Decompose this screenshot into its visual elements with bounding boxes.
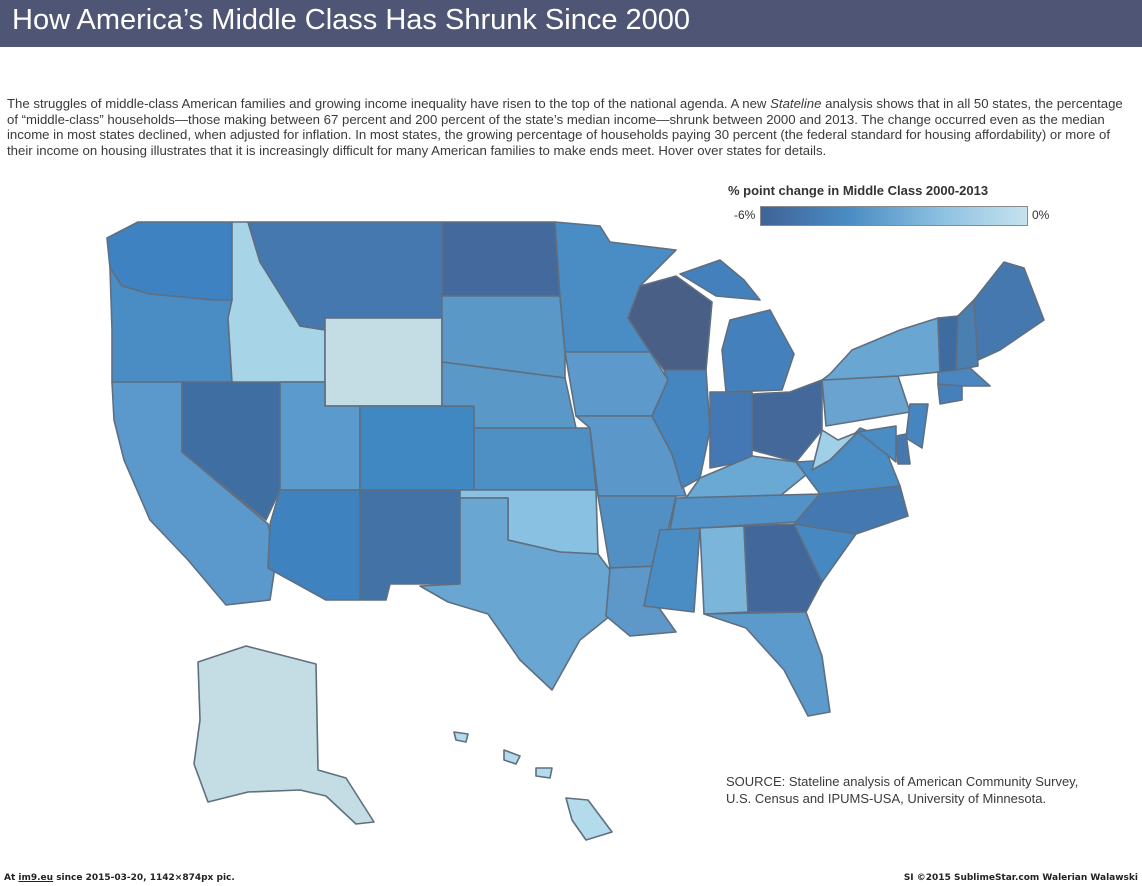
state-MD[interactable] — [857, 425, 897, 463]
state-KS[interactable] — [473, 427, 597, 491]
footer-prefix: At — [4, 873, 19, 883]
state-ME[interactable] — [973, 261, 1045, 361]
state-PA[interactable] — [821, 375, 911, 427]
footer-left: At im9.eu since 2015-03-20, 1142×874px p… — [4, 873, 235, 883]
source-line-2: U.S. Census and IPUMS-USA, University of… — [726, 791, 1047, 806]
state-FL[interactable] — [703, 611, 831, 717]
state-GA[interactable] — [743, 523, 823, 613]
intro-text-1: The struggles of middle-class American f… — [7, 96, 771, 111]
footer-suffix: since 2015-03-20, 1142×874px pic. — [53, 873, 235, 883]
footer-site-link[interactable]: im9.eu — [18, 873, 54, 883]
state-NH[interactable] — [955, 299, 979, 371]
image-footer: At im9.eu since 2015-03-20, 1142×874px p… — [0, 872, 1142, 886]
state-NM[interactable] — [359, 489, 461, 601]
header-banner: How America’s Middle Class Has Shrunk Si… — [0, 0, 1142, 47]
state-WV[interactable] — [811, 429, 859, 471]
legend-min-label: -6% — [734, 208, 756, 222]
state-VT[interactable] — [937, 315, 959, 373]
state-TX[interactable] — [419, 497, 611, 691]
state-NC[interactable] — [793, 485, 909, 535]
state-WY[interactable] — [324, 317, 443, 407]
state-CO[interactable] — [359, 405, 475, 491]
state-MI-UP[interactable] — [679, 259, 761, 301]
state-AL[interactable] — [699, 525, 749, 615]
state-SD[interactable] — [441, 295, 566, 379]
state-MS[interactable] — [643, 527, 701, 613]
page-title: How America’s Middle Class Has Shrunk Si… — [12, 4, 691, 36]
intro-paragraph: The struggles of middle-class American f… — [7, 96, 1133, 158]
state-ND[interactable] — [441, 221, 561, 297]
state-WI[interactable] — [627, 275, 713, 371]
state-HI[interactable] — [565, 797, 613, 841]
state-HI-oahu[interactable] — [503, 749, 521, 765]
state-HI-kauai[interactable] — [453, 731, 469, 743]
intro-text-2: analysis shows that in all 50 states, th… — [7, 96, 1123, 158]
state-OH[interactable] — [751, 379, 823, 463]
source-line-1: SOURCE: Stateline analysis of American C… — [726, 774, 1079, 789]
state-HI-maui[interactable] — [535, 767, 553, 779]
state-NJ[interactable] — [905, 403, 929, 449]
state-KY[interactable] — [685, 455, 813, 499]
legend-color-ramp — [760, 206, 1028, 226]
legend-max-label: 0% — [1032, 208, 1050, 222]
state-IN[interactable] — [709, 391, 753, 469]
state-AZ[interactable] — [267, 489, 361, 601]
state-IA[interactable] — [564, 351, 669, 417]
state-AK[interactable] — [193, 645, 375, 825]
footer-credit: SI ©2015 SublimeStar.com Walerian Walaws… — [903, 873, 1138, 883]
state-IL[interactable] — [651, 369, 711, 489]
state-DE[interactable] — [895, 433, 911, 465]
legend-title: % point change in Middle Class 2000-2013 — [728, 183, 989, 198]
intro-emphasis: Stateline — [770, 96, 822, 111]
source-note: SOURCE: Stateline analysis of American C… — [726, 773, 1126, 807]
state-MI[interactable] — [721, 309, 795, 393]
state-NY[interactable] — [821, 317, 941, 381]
